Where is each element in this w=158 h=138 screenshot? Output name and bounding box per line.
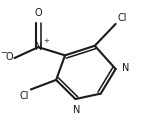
Text: O: O [5,52,13,62]
Text: O: O [34,8,42,18]
Text: −: − [0,48,7,57]
Text: N: N [122,63,129,73]
Text: +: + [43,38,49,44]
Text: N: N [35,42,43,52]
Text: Cl: Cl [117,13,127,22]
Text: N: N [73,105,80,115]
Text: Cl: Cl [20,91,29,101]
